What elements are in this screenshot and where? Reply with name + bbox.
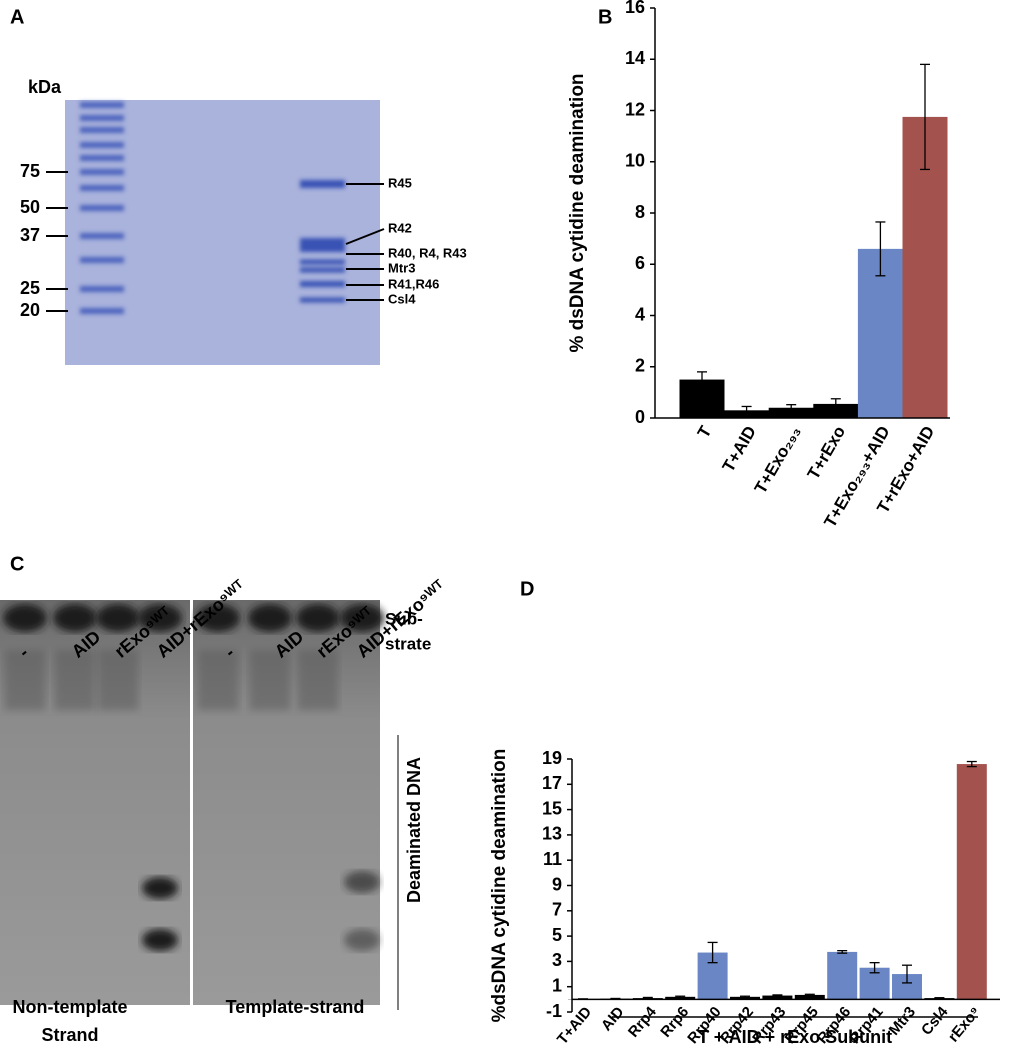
substrate-band bbox=[248, 604, 292, 632]
ladder-band bbox=[80, 286, 124, 292]
y-tick-label: -1 bbox=[546, 1001, 562, 1021]
caption: Template-strand bbox=[226, 997, 365, 1017]
marker-label: 75 bbox=[20, 161, 40, 181]
smear bbox=[198, 650, 238, 710]
ladder-band bbox=[80, 308, 124, 314]
substrate-label: Sub- bbox=[385, 609, 423, 628]
marker-label: 37 bbox=[20, 225, 40, 245]
y-tick-label: 14 bbox=[625, 48, 645, 68]
y-tick-label: 8 bbox=[635, 202, 645, 222]
ladder-band bbox=[80, 169, 124, 175]
y-tick-label: 13 bbox=[542, 824, 562, 844]
bar bbox=[794, 994, 825, 1000]
substrate-label: strate bbox=[385, 634, 431, 653]
sample-band bbox=[300, 297, 345, 303]
ladder-band bbox=[80, 185, 124, 191]
y-tick-label: 3 bbox=[552, 950, 562, 970]
smear bbox=[55, 650, 95, 710]
bar bbox=[813, 403, 859, 418]
band-label: R45 bbox=[388, 175, 412, 190]
x-tick-label: T+rExo bbox=[804, 423, 850, 483]
y-tick-label: 16 bbox=[625, 0, 645, 17]
band-label: R40, R4, R43 bbox=[388, 245, 467, 260]
bar bbox=[956, 764, 987, 1000]
ladder-band bbox=[80, 127, 124, 133]
panel-letter: A bbox=[10, 6, 24, 28]
y-tick-label: 12 bbox=[625, 99, 645, 119]
product-band bbox=[142, 877, 178, 899]
x-tick-label: Rrp4 bbox=[625, 1003, 660, 1041]
smear bbox=[98, 650, 138, 710]
y-tick-label: 1 bbox=[552, 975, 562, 995]
sample-band bbox=[300, 267, 345, 273]
band-label: Mtr3 bbox=[388, 260, 415, 275]
band-pointer bbox=[345, 228, 385, 245]
product-band bbox=[344, 871, 380, 893]
ladder-band bbox=[80, 115, 124, 121]
caption: Non-template bbox=[12, 997, 127, 1017]
gel-c-bands bbox=[3, 604, 384, 951]
y-tick-label: 2 bbox=[635, 356, 645, 376]
marker-label: 20 bbox=[20, 300, 40, 320]
y-axis-label: % dsDNA cytidine deamination bbox=[567, 73, 588, 352]
substrate-band bbox=[196, 604, 240, 632]
panel-letter: C bbox=[10, 553, 24, 575]
sample-band bbox=[300, 259, 345, 265]
ladder-band bbox=[80, 155, 124, 161]
x-tick-label: T bbox=[694, 422, 716, 441]
smear bbox=[5, 650, 45, 710]
y-tick-label: 0 bbox=[635, 407, 645, 427]
y-tick-label: 17 bbox=[542, 773, 562, 793]
y-tick-label: 9 bbox=[552, 874, 562, 894]
y-axis-label: %dsDNA cytidine deamination bbox=[489, 749, 510, 1023]
group-label: T + AID + rExo Subunit bbox=[698, 1027, 892, 1047]
marker-label: 25 bbox=[20, 278, 40, 298]
sample-band bbox=[300, 180, 345, 188]
panel-letter: B bbox=[598, 6, 612, 28]
ladder-band bbox=[80, 257, 124, 263]
x-tick-label: T+AID bbox=[719, 423, 760, 475]
y-tick-label: 19 bbox=[542, 748, 562, 768]
band-label: Csl4 bbox=[388, 291, 416, 306]
substrate-band bbox=[96, 604, 140, 632]
x-tick-label: rExo⁹ bbox=[945, 1004, 984, 1046]
y-tick-label: 10 bbox=[625, 151, 645, 171]
band-label: R42 bbox=[388, 220, 412, 235]
y-tick-label: 4 bbox=[635, 304, 645, 324]
ladder-band bbox=[80, 102, 124, 108]
sample-band bbox=[300, 238, 345, 252]
y-tick-label: 5 bbox=[552, 925, 562, 945]
unit-label: kDa bbox=[28, 77, 62, 97]
ladder-band bbox=[80, 142, 124, 148]
band-label: R41,R46 bbox=[388, 276, 439, 291]
product-band bbox=[344, 929, 380, 951]
bar bbox=[762, 995, 793, 1000]
sample-band bbox=[300, 281, 345, 287]
y-tick-label: 15 bbox=[542, 798, 562, 818]
marker-label: 50 bbox=[20, 197, 40, 217]
ladder-band bbox=[80, 205, 124, 211]
ladder-band bbox=[80, 233, 124, 239]
substrate-band bbox=[340, 604, 384, 632]
x-tick-label: AID bbox=[598, 1003, 628, 1034]
substrate-band bbox=[296, 604, 340, 632]
bar bbox=[768, 407, 814, 418]
product-band bbox=[142, 929, 178, 951]
product-label: Deaminated DNA bbox=[404, 757, 424, 903]
substrate-band bbox=[138, 604, 182, 632]
smear bbox=[298, 650, 338, 710]
substrate-band bbox=[3, 604, 47, 632]
caption: Strand bbox=[41, 1025, 98, 1045]
y-tick-label: 6 bbox=[635, 253, 645, 273]
bar bbox=[827, 951, 858, 1000]
bar bbox=[857, 248, 903, 418]
gel-a-bands bbox=[80, 102, 345, 314]
y-tick-label: 11 bbox=[543, 849, 562, 869]
gel-a bbox=[65, 100, 380, 365]
smear bbox=[250, 650, 290, 710]
panel-letter: D bbox=[520, 578, 534, 600]
substrate-band bbox=[53, 604, 97, 632]
y-tick-label: 7 bbox=[552, 900, 562, 920]
